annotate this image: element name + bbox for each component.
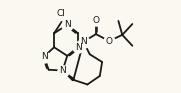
Text: N: N [41, 52, 47, 61]
Text: O: O [92, 16, 99, 25]
Text: Cl: Cl [57, 9, 66, 18]
Polygon shape [63, 70, 74, 81]
Text: O: O [106, 37, 113, 46]
Text: N: N [59, 66, 66, 75]
Text: N: N [80, 37, 87, 46]
Text: N: N [75, 43, 81, 52]
Text: N: N [64, 20, 71, 29]
